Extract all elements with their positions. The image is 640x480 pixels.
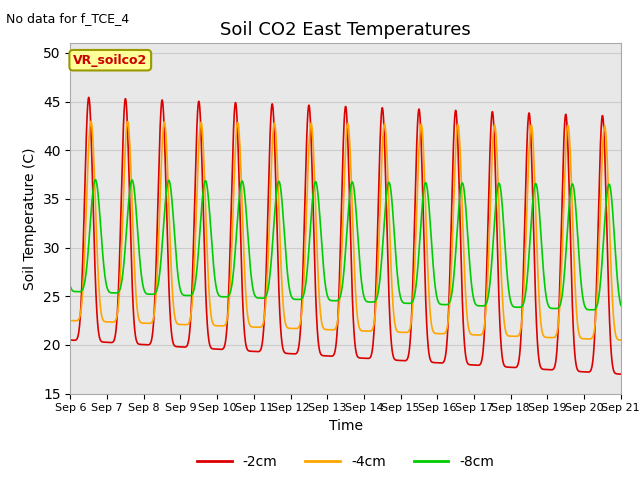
-4cm	[129, 236, 137, 241]
-2cm	[301, 175, 309, 181]
-4cm	[547, 335, 555, 340]
-8cm	[162, 192, 170, 198]
-2cm	[162, 186, 170, 192]
-4cm	[278, 276, 285, 282]
Text: No data for f_TCE_4: No data for f_TCE_4	[6, 12, 129, 25]
-4cm	[162, 133, 170, 139]
-4cm	[606, 241, 614, 247]
-2cm	[67, 337, 74, 343]
Line: -8cm: -8cm	[70, 180, 621, 310]
-4cm	[301, 237, 309, 243]
-2cm	[85, 95, 93, 100]
-4cm	[617, 337, 625, 343]
Text: VR_soilco2: VR_soilco2	[73, 54, 147, 67]
-8cm	[301, 283, 309, 288]
-2cm	[606, 331, 614, 337]
Line: -4cm: -4cm	[70, 121, 621, 340]
-4cm	[67, 318, 74, 324]
-8cm	[589, 307, 596, 313]
-2cm	[617, 371, 625, 377]
-8cm	[547, 305, 555, 311]
Line: -2cm: -2cm	[70, 97, 621, 374]
-8cm	[129, 180, 137, 186]
-8cm	[607, 185, 614, 191]
-8cm	[617, 302, 625, 308]
-8cm	[67, 284, 74, 289]
Y-axis label: Soil Temperature (C): Soil Temperature (C)	[24, 147, 38, 289]
-2cm	[129, 308, 137, 313]
-4cm	[87, 119, 95, 124]
Title: Soil CO2 East Temperatures: Soil CO2 East Temperatures	[220, 21, 471, 39]
-2cm	[547, 367, 555, 372]
-2cm	[278, 337, 285, 343]
-8cm	[278, 194, 285, 200]
-8cm	[92, 177, 99, 182]
Legend: -2cm, -4cm, -8cm: -2cm, -4cm, -8cm	[191, 449, 500, 474]
X-axis label: Time: Time	[328, 419, 363, 433]
